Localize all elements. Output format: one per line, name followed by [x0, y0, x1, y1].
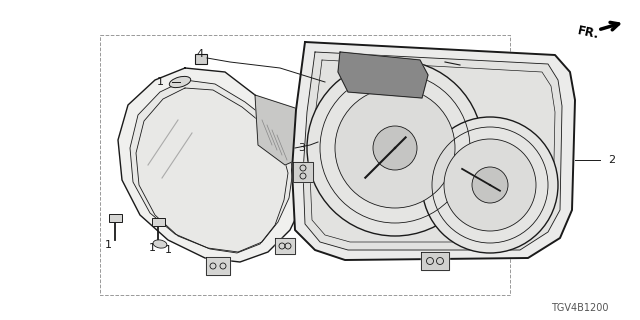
Circle shape: [444, 139, 536, 231]
Polygon shape: [338, 52, 428, 98]
Polygon shape: [303, 52, 562, 250]
Polygon shape: [293, 162, 313, 182]
Text: 3: 3: [298, 143, 305, 153]
Circle shape: [373, 126, 417, 170]
FancyBboxPatch shape: [109, 213, 122, 221]
Polygon shape: [206, 257, 230, 275]
Ellipse shape: [170, 76, 191, 88]
Polygon shape: [292, 42, 575, 260]
Polygon shape: [421, 252, 449, 270]
Polygon shape: [275, 238, 295, 254]
Text: FR.: FR.: [576, 24, 600, 42]
Ellipse shape: [153, 240, 167, 248]
Text: 4: 4: [196, 49, 204, 59]
FancyBboxPatch shape: [152, 218, 164, 226]
Polygon shape: [130, 80, 293, 252]
FancyBboxPatch shape: [195, 54, 207, 64]
Text: 2: 2: [608, 155, 615, 165]
Circle shape: [472, 167, 508, 203]
Text: 1: 1: [164, 245, 172, 255]
Circle shape: [422, 117, 558, 253]
Bar: [100, 35, 510, 295]
Circle shape: [307, 60, 483, 236]
Text: TGV4B1200: TGV4B1200: [551, 303, 609, 313]
Polygon shape: [118, 68, 308, 262]
Text: 1: 1: [157, 77, 163, 87]
Circle shape: [335, 88, 455, 208]
Polygon shape: [255, 95, 310, 165]
Text: 1: 1: [148, 243, 156, 253]
Text: 1: 1: [104, 240, 111, 250]
